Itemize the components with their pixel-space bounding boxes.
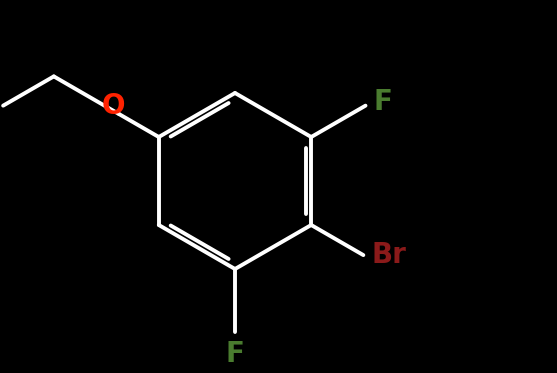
- Text: Br: Br: [372, 241, 406, 269]
- Text: F: F: [374, 88, 392, 116]
- Text: O: O: [101, 92, 125, 120]
- Text: F: F: [226, 340, 245, 368]
